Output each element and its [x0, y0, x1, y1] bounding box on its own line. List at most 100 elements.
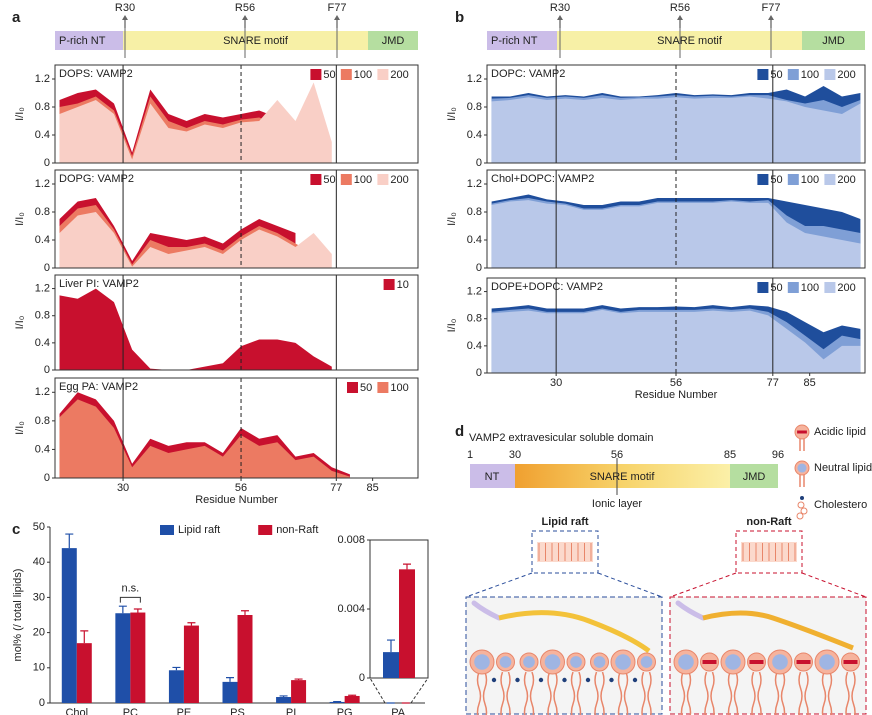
error-bar: [65, 534, 73, 548]
legend-swatch: [347, 382, 358, 393]
x-tick-label: 77: [330, 482, 342, 494]
error-bar: [80, 631, 88, 643]
y-tick-label: 0.8: [35, 101, 50, 113]
cholesterol: [562, 678, 566, 682]
legend-swatch: [824, 174, 835, 185]
chart-title: DOPS: VAMP2: [59, 68, 133, 80]
bar: [184, 626, 199, 703]
y-tick-label: 0: [44, 364, 50, 376]
segment-label: SNARE motif: [590, 471, 656, 483]
y-tick-label: 0.4: [35, 129, 50, 141]
y-tick-label: 0.8: [467, 101, 482, 113]
neutral-mark: [474, 654, 490, 670]
y-tick-label: 0.8: [467, 206, 482, 218]
legend-swatch: [788, 69, 799, 80]
legend-swatch: [757, 69, 768, 80]
y-tick-label: 0: [44, 472, 50, 484]
neutral-mark: [500, 656, 512, 668]
x-tick-label: PG: [337, 707, 353, 715]
legend-swatch: [258, 525, 272, 535]
acidic-mark: [844, 660, 858, 664]
y-tick-label: 0.8: [35, 310, 50, 322]
y-tick-label: 0.004: [337, 603, 365, 615]
acidic-mark: [797, 660, 811, 664]
y-axis-label: I/I₀: [14, 316, 26, 330]
legend-label: 100: [801, 69, 819, 81]
y-tick-label: 0: [476, 262, 482, 274]
chart-title: DOPC: VAMP2: [491, 68, 565, 80]
neutral-mark: [615, 654, 631, 670]
legend-swatch: [341, 69, 352, 80]
y-tick-label: 1.2: [35, 73, 50, 85]
y-tick-label: 1.2: [467, 73, 482, 85]
acidic-mark: [797, 431, 807, 434]
cholesterol: [492, 678, 496, 682]
y-tick-label: 40: [33, 556, 45, 568]
legend-label: 200: [390, 174, 408, 186]
neutral-mark: [678, 654, 694, 670]
page: {"figure":{"panel_labels":["a","b","c","…: [0, 0, 872, 715]
legend-label: 50: [770, 174, 782, 186]
position-label: 96: [772, 449, 784, 461]
error-bar: [187, 623, 195, 626]
bar: [77, 643, 92, 703]
domain-label: P-rich NT: [59, 35, 106, 47]
legend-label: 50: [323, 174, 335, 186]
legend-swatch: [310, 174, 321, 185]
legend-swatch: [377, 382, 388, 393]
marker-arrowhead: [557, 15, 563, 20]
y-tick-label: 0.4: [35, 443, 50, 455]
bar: [223, 682, 238, 703]
x-tick-label: 77: [767, 377, 779, 389]
significance-bracket: [120, 597, 140, 602]
y-tick-label: 0.008: [337, 534, 365, 546]
y-tick-label: 0: [359, 672, 365, 684]
x-tick-label: 56: [235, 482, 247, 494]
x-tick-label: PC: [123, 707, 138, 715]
cholesterol: [586, 678, 590, 682]
legend-label: Lipid raft: [178, 524, 220, 536]
marker-arrowhead: [677, 15, 683, 20]
y-tick-label: 0: [476, 367, 482, 379]
panel-label: c: [12, 521, 20, 538]
bar: [130, 613, 145, 703]
x-tick-label: Chol: [65, 707, 88, 715]
y-axis-label: I/I₀: [446, 212, 458, 226]
domain-label: JMD: [382, 35, 405, 47]
marker-arrowhead: [768, 15, 774, 20]
cholesterol: [539, 678, 543, 682]
legend-label: 50: [770, 282, 782, 294]
y-tick-label: 1.2: [35, 178, 50, 190]
y-tick-label: 1.2: [35, 386, 50, 398]
error-bar: [280, 696, 288, 697]
y-tick-label: 0.4: [35, 234, 50, 246]
diagram-title: VAMP2 extravesicular soluble domain: [469, 432, 653, 444]
x-tick-label: 30: [550, 377, 562, 389]
y-tick-label: 0.8: [467, 313, 482, 325]
panel-label: d: [455, 423, 464, 440]
y-axis-label: I/I₀: [14, 212, 26, 226]
ionic-layer-label: Ionic layer: [592, 498, 642, 510]
position-label: 30: [509, 449, 521, 461]
marker-arrowhead: [122, 15, 128, 20]
legend-label: 100: [354, 69, 372, 81]
x-tick-label: 56: [670, 377, 682, 389]
zoom-connector: [466, 573, 662, 597]
legend-swatch: [384, 279, 395, 290]
error-bar: [172, 667, 180, 670]
bar: [276, 697, 291, 703]
domain-label: JMD: [822, 35, 845, 47]
neutral-mark: [545, 654, 561, 670]
neutral-mark: [523, 656, 535, 668]
y-tick-label: 0.4: [467, 340, 482, 352]
y-axis-label: mol% (/ total lipids): [12, 569, 24, 662]
legend-label: 50: [770, 69, 782, 81]
legend-label: 200: [390, 69, 408, 81]
error-bar: [348, 695, 356, 696]
legend-swatch: [377, 69, 388, 80]
y-tick-label: 0.8: [35, 206, 50, 218]
cholesterol: [800, 496, 804, 500]
bar: [291, 680, 306, 703]
legend-swatch: [788, 282, 799, 293]
marker-label: R30: [115, 2, 135, 14]
